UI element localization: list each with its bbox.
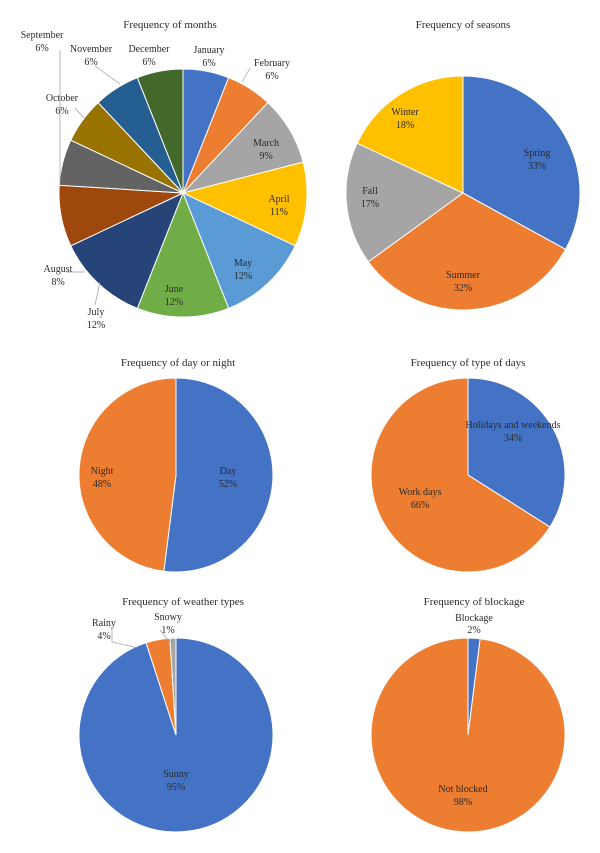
chart-title-day-night: Frequency of day or night [121,357,235,369]
slice-label-night: Night 48% [91,466,114,490]
leader-line-snowy [159,629,173,643]
slice-label-holidays: Holidays and weekends 34% [466,420,561,444]
seasons-labels: Spring 33% Summer 32% Fall 17% Winter 18% [361,107,551,294]
slice-label-august: August 8% [44,264,73,288]
day-night-labels: Day 52% Night 48% [91,466,238,490]
pie-slice-work-days [370,377,551,573]
weather-labels: Sunny 95% Rainy 4% Snowy 1% [92,612,189,793]
type-of-days-slices [370,377,566,573]
slice-label-november: November 6% [70,44,113,68]
slice-label-january: January 6% [193,45,224,69]
chart-title-type-of-days: Frequency of type of days [411,357,526,369]
months-labels: January 6% February 6% March 9% April 11% Ma… [21,30,290,331]
slice-label-september: September 6% [21,30,64,54]
slice-label-fall: Fall 17% [361,186,379,210]
day-night-pie-chart: Frequency of day or night Day 52% Night 48… [78,357,274,573]
pie-slice-day [163,377,274,573]
blockage-labels: Blockage 2% Not blocked 98% [438,613,493,808]
seasons-slices [345,75,581,311]
slice-label-spring: Spring 33% [524,148,551,172]
pie-slice-june [136,191,230,318]
pie-slice-april [181,161,308,247]
pie-slice-sunny [78,637,274,833]
type-of-days-labels: Holidays and weekends 34% Work days 66% [399,420,561,511]
months-leader-lines [59,50,251,306]
slice-label-snowy: Snowy 1% [154,612,182,636]
blockage-slices [370,637,566,833]
pie-slice-holidays-and-weekends [467,377,566,528]
slice-label-sunny: Sunny 95% [163,769,189,793]
pie-slice-fall [345,142,464,263]
chart-title-blockage: Frequency of blockage [424,596,525,608]
slice-label-october: October 6% [46,93,79,117]
weather-pie-chart: Frequency of weather types Sunny 95% Rain… [78,596,274,833]
slice-label-day: Day 52% [219,466,237,490]
slice-label-march: March 9% [253,138,279,162]
slice-label-april: April 11% [268,194,289,218]
weather-leader-lines [111,628,173,649]
weather-slices [78,637,274,833]
pie-slice-winter [356,75,464,194]
day-night-slices [78,377,274,573]
chart-title-weather: Frequency of weather types [122,596,244,608]
pie-slice-summer [367,192,567,311]
months-pie-chart: Frequency of months January 6% February 6%… [21,19,308,331]
slice-label-february: February 6% [254,58,290,82]
slice-label-winter: Winter 18% [391,107,419,131]
slice-label-work-days: Work days 66% [399,487,442,511]
leader-line-october [74,107,85,119]
leader-line-rainy [111,628,139,649]
pie-slice-may [182,192,296,309]
seasons-pie-chart: Frequency of seasons Spring 33% Summer 32%… [345,19,581,311]
chart-title-seasons: Frequency of seasons [416,19,511,31]
pie-slice-night [78,377,177,572]
pie-slice-not-blocked [370,637,566,833]
slice-label-may: May 12% [234,258,252,282]
slice-label-july: July 12% [87,307,105,331]
months-slices [58,68,308,318]
pie-slice-december [136,68,184,194]
leader-line-february [241,67,251,83]
pie-slice-spring [462,75,581,251]
leader-line-july [94,281,101,306]
blockage-pie-chart: Frequency of blockage Blockage 2% Not blo… [370,596,566,833]
slice-label-not-blocked: Not blocked 98% [438,784,487,808]
chart-title-months: Frequency of months [123,19,216,31]
slice-label-rainy: Rainy 4% [92,618,116,642]
slice-label-december: December 6% [128,44,170,68]
pie-slice-snowy [169,637,177,736]
type-of-days-pie-chart: Frequency of type of days Holidays and w… [370,357,566,573]
pie-slice-july [70,192,184,309]
leader-line-november [94,65,121,85]
slice-label-summer: Summer 32% [446,270,481,294]
slice-label-june: June 12% [165,284,184,308]
slice-label-blockage: Blockage 2% [455,613,493,636]
